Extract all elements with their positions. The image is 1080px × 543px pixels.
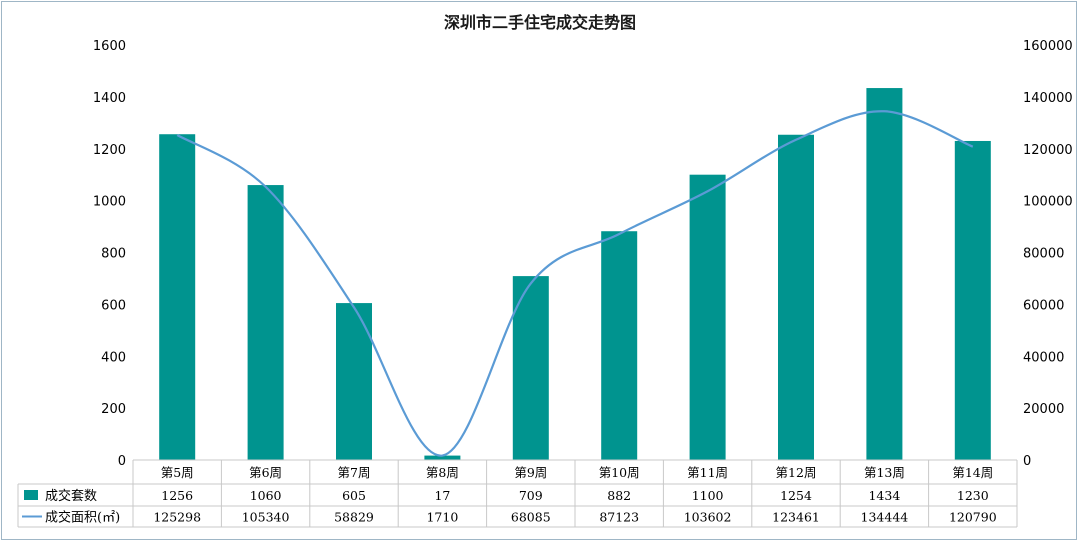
bar-value-label: 1256 (161, 488, 193, 503)
bar (159, 134, 196, 460)
right-axis: 0 20000 40000 60000 80000 100000 120000 140000 1… (1023, 39, 1073, 469)
line-series (176, 110, 974, 457)
line-value-label: 103602 (684, 510, 732, 525)
left-tick-label: 800 (101, 247, 126, 262)
right-tick-label: 160000 (1023, 39, 1073, 54)
category-label: 第13周 (864, 465, 905, 480)
right-tick-label: 120000 (1023, 143, 1073, 158)
bar (247, 185, 284, 460)
category-label: 第12周 (776, 465, 817, 480)
bar-value-label: 1060 (250, 488, 282, 503)
bar (778, 134, 814, 460)
line-value-label: 58829 (334, 510, 374, 525)
line-value-label: 1710 (426, 510, 458, 525)
bar-series (159, 88, 991, 461)
bar-value-label: 1254 (780, 488, 812, 503)
left-tick-label: 600 (101, 298, 126, 313)
category-label: 第6周 (249, 465, 282, 480)
line-value-label: 105340 (242, 510, 290, 525)
bar (424, 455, 461, 460)
right-tick-label: 40000 (1023, 350, 1064, 365)
bar (601, 231, 638, 460)
category-label: 第11周 (687, 465, 728, 480)
data-table: 第5周 第6周 第7周 第8周 第9周 第10周 第11周 第12周 第13周 第14周成交套数成… (17, 459, 1018, 528)
left-tick-label: 1600 (93, 39, 126, 54)
line-value-label: 68085 (511, 510, 551, 525)
left-tick-label: 0 (118, 454, 126, 469)
right-tick-label: 100000 (1023, 195, 1073, 210)
bar-value-label: 1100 (692, 488, 724, 503)
bar-value-label: 17 (434, 488, 450, 503)
category-label: 第14周 (952, 465, 993, 480)
right-tick-label: 80000 (1023, 247, 1064, 262)
legend-swatch-bars (24, 490, 38, 500)
category-label: 第9周 (514, 465, 547, 480)
category-label: 第5周 (161, 465, 194, 480)
bar-value-label: 1230 (957, 488, 989, 503)
category-label: 第7周 (338, 465, 371, 480)
left-tick-label: 200 (101, 402, 126, 417)
legend-label-bars: 成交套数 (45, 488, 97, 504)
right-tick-label: 0 (1023, 454, 1031, 469)
line-value-label: 134444 (861, 510, 909, 525)
line-value-label: 123461 (772, 510, 820, 525)
bar-value-label: 882 (607, 488, 631, 503)
chart-title: 深圳市二手住宅成交走势图 (444, 13, 636, 32)
left-tick-label: 1400 (93, 91, 126, 106)
line-value-label: 120790 (949, 510, 997, 525)
right-tick-label: 20000 (1023, 402, 1064, 417)
bar (512, 276, 549, 460)
right-tick-label: 60000 (1023, 298, 1064, 313)
bar (336, 303, 372, 460)
bar (689, 174, 726, 460)
legend-label-line: 成交面积(㎡) (45, 510, 120, 526)
category-label: 第8周 (426, 465, 459, 480)
bar (954, 140, 991, 460)
line-value-label: 87123 (599, 510, 639, 525)
right-tick-label: 140000 (1023, 91, 1073, 106)
left-axis: 0 200 400 600 800 1000 1200 1400 1600 (93, 39, 126, 469)
bar-value-label: 709 (519, 488, 543, 503)
category-label: 第10周 (599, 465, 640, 480)
left-tick-label: 1200 (93, 143, 126, 158)
bar-value-label: 605 (342, 488, 366, 503)
line-value-label: 125298 (153, 510, 201, 525)
left-tick-label: 1000 (93, 195, 126, 210)
area-line (176, 110, 974, 457)
bar (866, 88, 903, 461)
bar-value-label: 1434 (868, 488, 900, 503)
left-tick-label: 400 (101, 350, 126, 365)
